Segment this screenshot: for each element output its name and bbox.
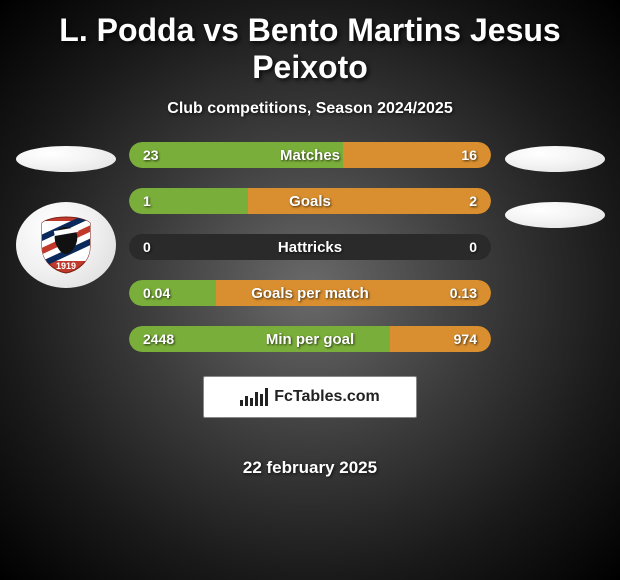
comparison-body: 1919 23 Matches 16 1 Goals 2 0 Hattricks… bbox=[0, 142, 620, 478]
left-player-column: 1919 bbox=[8, 142, 123, 478]
stat-label: Goals per match bbox=[251, 285, 369, 302]
stat-bar: 0 Hattricks 0 bbox=[129, 234, 491, 260]
bar-chart-icon bbox=[240, 388, 268, 406]
stat-right-value: 0.13 bbox=[450, 285, 477, 301]
stat-label: Min per goal bbox=[266, 331, 354, 348]
stat-bar: 1 Goals 2 bbox=[129, 188, 491, 214]
stat-right-value: 16 bbox=[461, 147, 477, 163]
right-player-column bbox=[497, 142, 612, 478]
stat-label: Goals bbox=[289, 193, 331, 210]
stat-left-value: 2448 bbox=[143, 331, 174, 347]
comparison-date: 22 february 2025 bbox=[243, 458, 377, 478]
stat-left-value: 1 bbox=[143, 193, 151, 209]
club-badge-placeholder-right bbox=[505, 202, 605, 228]
stat-left-value: 23 bbox=[143, 147, 159, 163]
badge-year: 1919 bbox=[55, 261, 75, 271]
subtitle: Club competitions, Season 2024/2025 bbox=[0, 100, 620, 118]
stat-label: Matches bbox=[280, 147, 340, 164]
stats-column: 23 Matches 16 1 Goals 2 0 Hattricks 0 0.… bbox=[123, 142, 497, 478]
player-photo-placeholder-right bbox=[505, 146, 605, 172]
stat-label: Hattricks bbox=[278, 239, 342, 256]
fctables-logo[interactable]: FcTables.com bbox=[203, 376, 417, 418]
stat-bar: 23 Matches 16 bbox=[129, 142, 491, 168]
stat-bar: 2448 Min per goal 974 bbox=[129, 326, 491, 352]
club-badge-left: 1919 bbox=[16, 202, 116, 288]
stat-right-value: 2 bbox=[469, 193, 477, 209]
stat-right-value: 0 bbox=[469, 239, 477, 255]
page-title: L. Podda vs Bento Martins Jesus Peixoto bbox=[0, 0, 620, 86]
player-photo-placeholder-left bbox=[16, 146, 116, 172]
stat-left-value: 0 bbox=[143, 239, 151, 255]
logo-text: FcTables.com bbox=[274, 388, 380, 406]
stat-right-value: 974 bbox=[454, 331, 477, 347]
club-crest-icon: 1919 bbox=[36, 215, 96, 275]
stat-bar: 0.04 Goals per match 0.13 bbox=[129, 280, 491, 306]
stat-left-value: 0.04 bbox=[143, 285, 170, 301]
